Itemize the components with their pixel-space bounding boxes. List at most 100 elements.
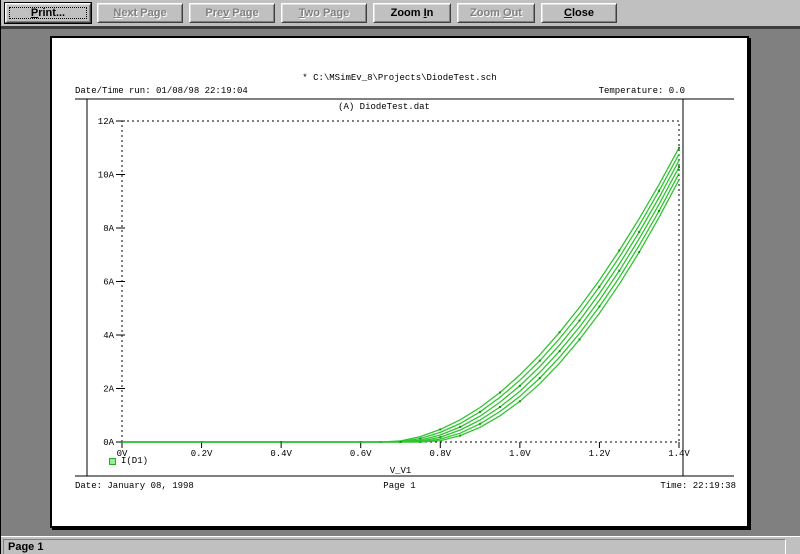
y-tick-label: 2A (103, 385, 114, 395)
preview-page: * C:\MSimEv_8\Projects\DiodeTest.sch Dat… (50, 36, 749, 528)
legend-label: I(D1) (121, 456, 149, 466)
next-page-button-label: N (113, 7, 122, 19)
zoom-in-button-label: I (423, 7, 427, 19)
x-tick-label: 0.2V (191, 449, 213, 459)
prev-page-button[interactable]: Prev Page (189, 3, 275, 23)
y-tick-label: 10A (98, 171, 115, 181)
print-button-label: rint... (38, 7, 66, 19)
trace-sample-marker (399, 441, 402, 443)
trace-sample-marker (538, 359, 541, 362)
x-tick-label: 0.4V (270, 449, 292, 459)
x-tick-label: 1.0V (509, 449, 531, 459)
plot-title: (A) DiodeTest.dat (338, 102, 430, 112)
zoom-in-button-label: Zoom (390, 7, 424, 19)
prev-page-button-label: v (223, 7, 230, 19)
zoom-out-button-label: Zoom (470, 7, 504, 19)
trace-sample-marker (121, 441, 123, 443)
two-page-button-label: T (298, 7, 305, 19)
footer-page-number: Page 1 (383, 481, 416, 491)
two-page-button[interactable]: Two Page (281, 3, 367, 23)
trace-sample-marker (638, 231, 641, 233)
trace-sample-marker (638, 251, 641, 254)
close-button-label: C (564, 7, 572, 19)
trace-sample-marker (419, 437, 422, 440)
trace-sample-marker (558, 350, 561, 353)
trace-sample-marker (200, 441, 203, 443)
trace-sample-marker (479, 422, 482, 425)
print-button[interactable]: Print... (4, 2, 92, 24)
x-tick-label: 0.8V (429, 449, 451, 459)
prev-page-button-label: Pre (205, 7, 224, 19)
trace-sample-marker (518, 400, 521, 403)
footer-time: Time: 22:19:38 (660, 481, 736, 491)
footer-date: Date: January 08, 1998 (75, 481, 194, 491)
trace-sample-marker (359, 441, 362, 443)
preview-area: * C:\MSimEv_8\Projects\DiodeTest.sch Dat… (1, 29, 800, 536)
x-tick-label: 0.6V (350, 449, 372, 459)
trace-I(D1)-4 (122, 166, 680, 443)
trace-I(D1)-6 (122, 179, 680, 443)
zoom-out-button[interactable]: Zoom Out (457, 3, 535, 23)
zoom-out-button-label: O (503, 7, 512, 19)
trace-I(D1)-2 (122, 153, 680, 443)
trace-sample-marker (121, 441, 123, 443)
trace-I(D1)-3 (122, 160, 680, 443)
legend: I(D1) (109, 457, 148, 466)
trace-sample-marker (280, 441, 283, 443)
trace-sample-marker (379, 441, 382, 443)
y-tick-label: 6A (103, 278, 114, 288)
trace-sample-marker (439, 428, 442, 431)
status-page-indicator: Page 1 (3, 539, 786, 554)
trace-sample-marker (280, 441, 283, 443)
trace-sample-marker (618, 269, 621, 272)
status-bar: Page 1 (1, 536, 800, 554)
trace-I(D1)-1 (122, 147, 680, 443)
trace-sample-marker (578, 319, 581, 322)
trace-sample-marker (598, 305, 601, 308)
close-button[interactable]: Close (541, 3, 617, 23)
trace-sample-marker (359, 441, 362, 443)
y-tick-label: 8A (103, 224, 114, 234)
y-tick-label: 4A (103, 331, 114, 341)
zoom-out-button-label: ut (511, 7, 522, 19)
trace-sample-marker (678, 146, 680, 149)
trace-sample-marker (598, 285, 601, 288)
temperature-label: Temperature: 0.0 (598, 86, 685, 96)
trace-sample-marker (538, 377, 541, 380)
trace-sample-marker (399, 441, 402, 443)
trace-sample-marker (499, 391, 501, 394)
print-button-label: P (30, 7, 39, 19)
trace-sample-marker (558, 331, 561, 334)
trace-sample-marker (499, 406, 501, 408)
schematic-path-title: * C:\MSimEv_8\Projects\DiodeTest.sch (302, 73, 497, 83)
zoom-in-button[interactable]: Zoom In (373, 3, 451, 23)
prev-page-button-label: Page (229, 7, 259, 19)
trace-sample-marker (658, 209, 661, 212)
trace-sample-marker (379, 441, 382, 443)
x-axis-variable-label: V_V1 (389, 466, 412, 476)
trace-sample-marker (200, 441, 203, 443)
trace-sample-marker (459, 434, 462, 437)
zoom-in-button-label: n (426, 7, 434, 19)
y-tick-label: 12A (98, 117, 115, 127)
datetime-run-label: Date/Time run: 01/08/98 22:19:04 (75, 86, 248, 96)
trace-sample-marker (459, 426, 462, 428)
next-page-button-label: ext Page (121, 7, 167, 19)
trace-sample-marker (479, 410, 482, 413)
y-tick-label: 0A (103, 438, 114, 448)
axes-box (121, 120, 680, 443)
close-button-label: lose (571, 7, 594, 19)
x-tick-label: 1.2V (589, 449, 611, 459)
next-page-button[interactable]: Next Page (97, 3, 183, 23)
legend-square-marker-icon (109, 458, 116, 465)
trace-sample-marker (439, 436, 442, 439)
trace-I(D1)-5 (122, 173, 680, 443)
trace-sample-marker (419, 441, 422, 443)
toolbar: Print... Next Page Prev Page Two Page Zoom I… (1, 0, 800, 29)
trace-sample-marker (658, 189, 661, 192)
trace-sample-marker (518, 384, 521, 387)
trace-sample-marker (618, 249, 621, 252)
trace-sample-marker (678, 166, 680, 168)
x-tick-label: 1.4V (668, 449, 690, 459)
